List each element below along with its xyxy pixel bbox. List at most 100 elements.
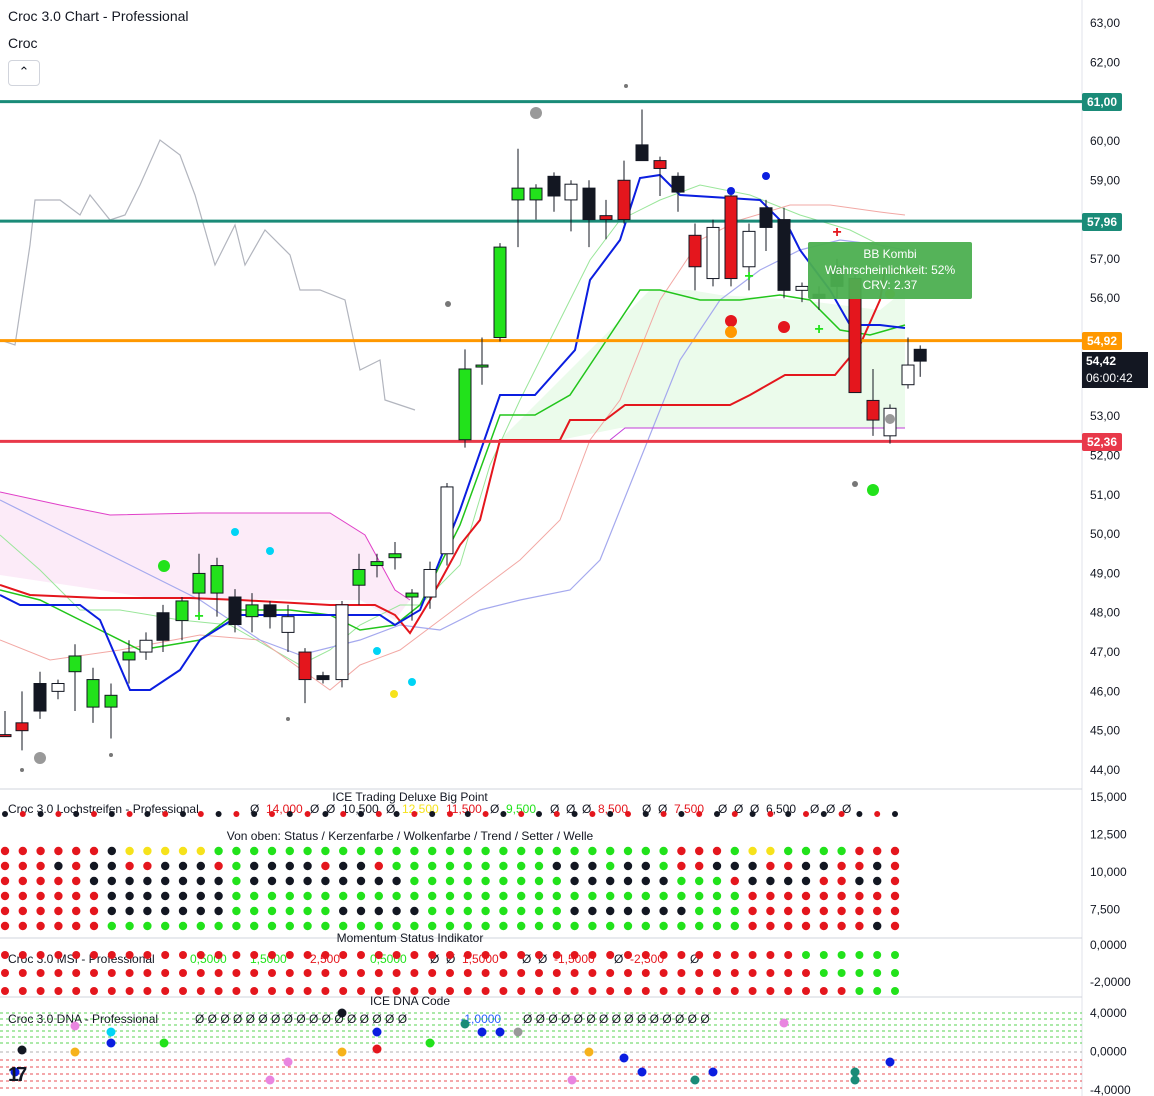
msi-dot: [570, 987, 579, 995]
msi-dot: [588, 969, 597, 977]
msi-dot: [374, 951, 383, 959]
lochstreifen-dot: [178, 921, 188, 931]
lochstreifen-dot: [819, 921, 828, 931]
candle: [777, 207, 791, 299]
dna-dot: [70, 1021, 80, 1031]
annotation-line: Wahrscheinlichkeit: 52%: [825, 263, 956, 277]
candle: [210, 557, 224, 617]
indicator-value: 2,500: [310, 952, 340, 966]
candle: [86, 667, 100, 723]
lochstreifen-dot: [374, 861, 383, 871]
lochstreifen-dot: [659, 921, 668, 931]
lochstreifen-dot: [54, 891, 63, 901]
lochstreifen-dot: [89, 906, 99, 916]
lochstreifen-dot: [36, 906, 45, 916]
lochstreifen-dot: [890, 891, 900, 901]
lochstreifen-dot: [321, 846, 330, 856]
msi-dot: [695, 987, 704, 995]
msi-dot: [285, 969, 294, 977]
candle-body: [724, 195, 738, 280]
lochstreifen-dot: [482, 811, 489, 817]
msi-dot: [730, 969, 739, 977]
lochstreifen-dot: [232, 846, 241, 856]
indicator-value: 9,500: [506, 802, 536, 816]
lochstreifen-dot: [214, 921, 223, 931]
lochstreifen-dot: [588, 906, 597, 916]
msi-dot: [517, 987, 526, 995]
lochstreifen-dot: [607, 811, 614, 817]
candle: [298, 648, 312, 704]
lochstreifen-dot: [552, 906, 561, 916]
candle: [33, 671, 47, 719]
candle-body: [86, 679, 100, 708]
lochstreifen-dot: [855, 921, 864, 931]
lochstreifen-dot: [588, 861, 597, 871]
price-axis-tick: 51,00: [1090, 488, 1120, 502]
lochstreifen-dot: [445, 861, 455, 871]
lochstreifen-dot: [267, 921, 277, 931]
lochstreifen-dot: [552, 891, 561, 901]
indicator-value: Ø: [642, 802, 651, 816]
msi-dot: [392, 987, 401, 995]
lochstreifen-dot: [250, 921, 259, 931]
lochstreifen-dot: [410, 921, 419, 931]
lochstreifen-dot: [143, 846, 152, 856]
lochstreifen-dot: [339, 846, 348, 856]
msi-dot: [677, 987, 686, 995]
lochstreifen-dot: [660, 811, 667, 817]
msi-dot: [588, 951, 597, 959]
signal-dot: [885, 414, 895, 424]
candle-body: [423, 568, 437, 598]
lochstreifen-dot: [428, 846, 437, 856]
lochstreifen-dot: [695, 861, 704, 871]
indicator-value: Ø: [614, 952, 623, 966]
msi-dot: [36, 987, 45, 995]
dna-dot: [885, 1057, 895, 1067]
lochstreifen-dot: [801, 921, 811, 931]
lochstreifen-dot: [303, 861, 312, 871]
panel-title: Croc 3.0 MSI - Professional: [8, 952, 155, 966]
lochstreifen-dot: [340, 811, 347, 817]
lochstreifen-dot: [641, 906, 650, 916]
msi-dot: [232, 987, 241, 995]
signal-dot: [390, 690, 398, 698]
lochstreifen-dot: [161, 861, 170, 871]
candle: [15, 691, 29, 751]
lochstreifen-dot: [855, 891, 864, 901]
lochstreifen-dot: [606, 921, 615, 931]
lochstreifen-dot: [0, 846, 10, 856]
lochstreifen-dot: [481, 876, 490, 886]
msi-dot: [659, 987, 668, 995]
msi-dot: [873, 951, 882, 959]
price-tag-5796: 57,96: [1082, 213, 1123, 231]
lochstreifen-dot: [356, 891, 366, 901]
lochstreifen-dot: [552, 876, 561, 886]
lochstreifen-dot: [358, 811, 364, 817]
lochstreifen-dot: [623, 906, 633, 916]
lochstreifen-dot: [588, 876, 597, 886]
candle-body: [15, 722, 29, 732]
lochstreifen-dot: [392, 876, 401, 886]
lochstreifen-dot: [464, 811, 471, 817]
dna-dot: [10, 1067, 20, 1077]
lochstreifen-dot: [0, 876, 10, 886]
lochstreifen-dot: [214, 891, 223, 901]
lochstreifen-dot: [766, 891, 775, 901]
msi-dot: [214, 951, 223, 959]
lochstreifen-dot: [695, 891, 704, 901]
dna-dot: [708, 1067, 718, 1077]
msi-dot: [250, 969, 259, 977]
lochstreifen-dot: [232, 891, 241, 901]
lochstreifen-dot: [749, 811, 756, 817]
countdown: 06:00:42: [1086, 371, 1133, 385]
msi-dot: [535, 987, 543, 995]
lochstreifen-dot: [731, 811, 738, 817]
candle: [475, 337, 489, 385]
lochstreifen-dot: [178, 846, 188, 856]
candle-body: [122, 651, 136, 661]
collapse-button[interactable]: ⌃: [8, 60, 40, 86]
msi-dot: [410, 987, 419, 995]
lochstreifen-dot: [286, 811, 293, 817]
indicator-value: Ø: [566, 802, 575, 816]
